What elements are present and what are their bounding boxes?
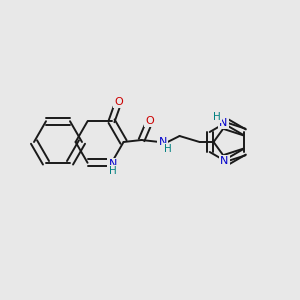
Text: N: N (108, 159, 117, 169)
Text: N: N (220, 156, 229, 166)
Text: O: O (145, 116, 154, 126)
Text: O: O (114, 97, 123, 107)
Text: N: N (219, 118, 227, 128)
Text: N: N (158, 137, 167, 147)
Text: H: H (213, 112, 221, 122)
Text: H: H (164, 144, 171, 154)
Text: H: H (109, 166, 116, 176)
